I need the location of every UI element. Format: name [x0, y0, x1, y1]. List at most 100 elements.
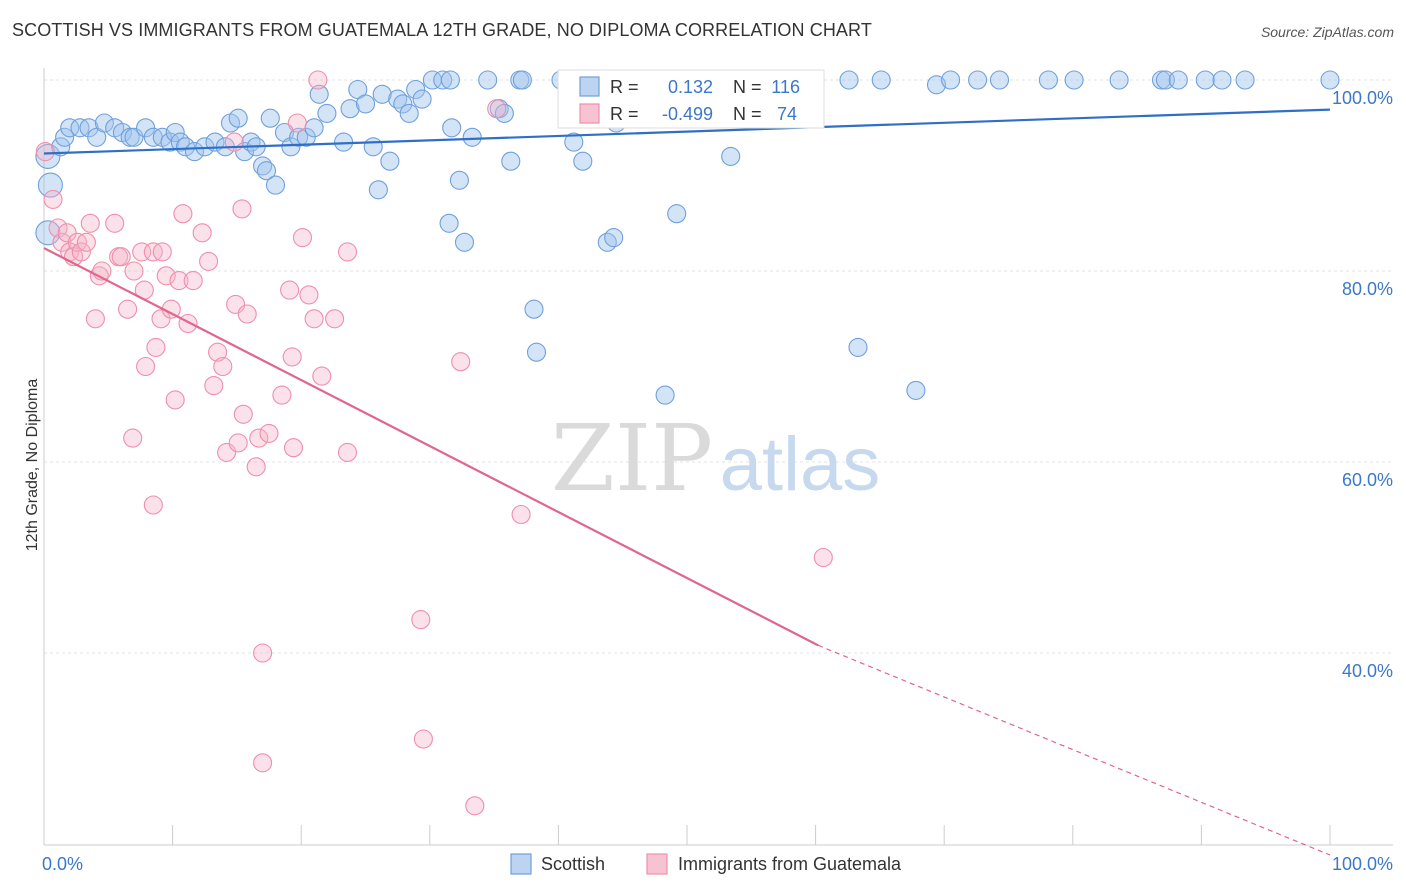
- y-axis-label: 12th Grade, No Diploma: [24, 379, 41, 552]
- scottish-point: [449, 170, 469, 190]
- scottish-point: [372, 84, 392, 104]
- guatemala-point: [132, 242, 152, 262]
- guatemala-point: [249, 428, 269, 448]
- guatemala-point: [337, 442, 358, 462]
- scottish-point: [839, 70, 859, 90]
- scottish-point: [184, 142, 205, 162]
- legend-box-frame: [557, 69, 825, 129]
- scottish-point: [454, 232, 475, 252]
- guatemala-point: [511, 504, 531, 525]
- guatemala-point: [146, 337, 166, 357]
- x-tick-label: 0.0%: [42, 854, 83, 874]
- scottish-point: [175, 137, 196, 157]
- legend-n-label-1: N =: [733, 77, 762, 97]
- axis-layer: 40.0% 60.0% 80.0% 100.0% 0.0% 100.0%: [42, 68, 1393, 874]
- guatemala-point: [312, 366, 332, 386]
- scottish-point: [433, 70, 453, 90]
- legend-n-label-2: N =: [733, 104, 762, 124]
- bottom-legend-guatemala: Immigrants from Guatemala: [678, 854, 902, 874]
- scottish-point: [380, 151, 400, 171]
- guatemala-point: [253, 643, 273, 663]
- guatemala-point: [124, 261, 144, 281]
- watermark: ZIP atlas: [551, 405, 880, 512]
- scottish-point: [440, 70, 460, 90]
- guatemala-point: [80, 213, 100, 233]
- scottish-point: [604, 228, 624, 248]
- guatemala-point: [282, 347, 302, 367]
- scottish-trend-line: [43, 108, 1331, 155]
- guatemala-point: [233, 404, 253, 424]
- scottish-point: [1235, 70, 1255, 90]
- scottish-point: [989, 70, 1010, 90]
- scottish-point: [968, 70, 988, 90]
- guatemala-point: [143, 495, 163, 515]
- scottish-point: [478, 70, 498, 90]
- guatemala-point: [337, 242, 358, 262]
- scottish-point: [60, 118, 80, 138]
- scottish-point: [667, 204, 687, 224]
- guatemala-point: [136, 356, 156, 377]
- scottish-point: [304, 118, 324, 138]
- scottish-point: [524, 299, 544, 319]
- guatemala-point: [280, 280, 300, 300]
- guatemala-point: [465, 796, 485, 816]
- guatemala-point: [487, 99, 507, 119]
- guatemala-point: [413, 729, 433, 749]
- guatemala-trend-extension: [817, 644, 1331, 856]
- scottish-point: [573, 151, 593, 171]
- scottish-point: [340, 99, 360, 119]
- chart-title: SCOTTISH VS IMMIGRANTS FROM GUATEMALA 12…: [12, 20, 872, 40]
- guatemala-point: [178, 313, 198, 334]
- scottish-point: [941, 70, 961, 90]
- scottish-point: [289, 127, 309, 147]
- scottish-point: [309, 84, 329, 104]
- scottish-point: [265, 175, 286, 195]
- scottish-point: [399, 103, 419, 123]
- guatemala-point: [299, 285, 319, 305]
- scottish-point: [1320, 70, 1340, 90]
- scottish-point: [281, 137, 301, 157]
- y-tick-label: 80.0%: [1342, 279, 1393, 299]
- guatemala-point: [253, 753, 273, 773]
- scottish-point: [165, 122, 185, 143]
- scottish-point: [501, 151, 521, 171]
- scottish-point: [79, 118, 99, 138]
- correlation-legend: R = 0.132 N = 116 R = -0.499 N = 74: [557, 69, 825, 129]
- guatemala-point: [213, 356, 233, 377]
- guatemala-point: [151, 309, 171, 329]
- scottish-point: [655, 385, 675, 405]
- scottish-point: [296, 127, 316, 147]
- guatemala-point: [204, 376, 224, 396]
- legend-swatch-scottish: [579, 76, 600, 97]
- guatemala-point: [76, 232, 96, 252]
- guatemala-point: [246, 457, 266, 477]
- watermark-zip: ZIP: [551, 405, 713, 512]
- scottish-point: [439, 213, 459, 233]
- scottish-point: [317, 103, 337, 123]
- guatemala-point: [308, 70, 328, 90]
- guatemala-point: [156, 266, 176, 286]
- guatemala-point: [451, 352, 471, 372]
- guatemala-point: [272, 385, 292, 405]
- guatemala-point: [165, 390, 185, 410]
- guatemala-point: [35, 142, 55, 162]
- scottish-point: [355, 94, 376, 114]
- guatemala-point: [237, 304, 257, 324]
- scottish-point: [55, 127, 75, 147]
- legend-r-value-1: 0.132: [668, 77, 713, 97]
- legend-r-label-1: R =: [610, 77, 639, 97]
- scottish-point: [256, 161, 277, 181]
- scottish-point: [721, 146, 741, 166]
- scottish-point: [94, 113, 114, 133]
- scottish-point: [871, 70, 891, 90]
- guatemala-point: [224, 132, 244, 152]
- scottish-point: [848, 337, 868, 357]
- guatemala-point: [57, 223, 77, 243]
- guatemala-point: [192, 223, 212, 243]
- guatemala-point: [259, 423, 279, 443]
- guatemala-point: [48, 218, 68, 238]
- guatemala-point: [52, 232, 72, 252]
- legend-r-label-2: R =: [610, 104, 639, 124]
- guatemala-point: [292, 228, 313, 248]
